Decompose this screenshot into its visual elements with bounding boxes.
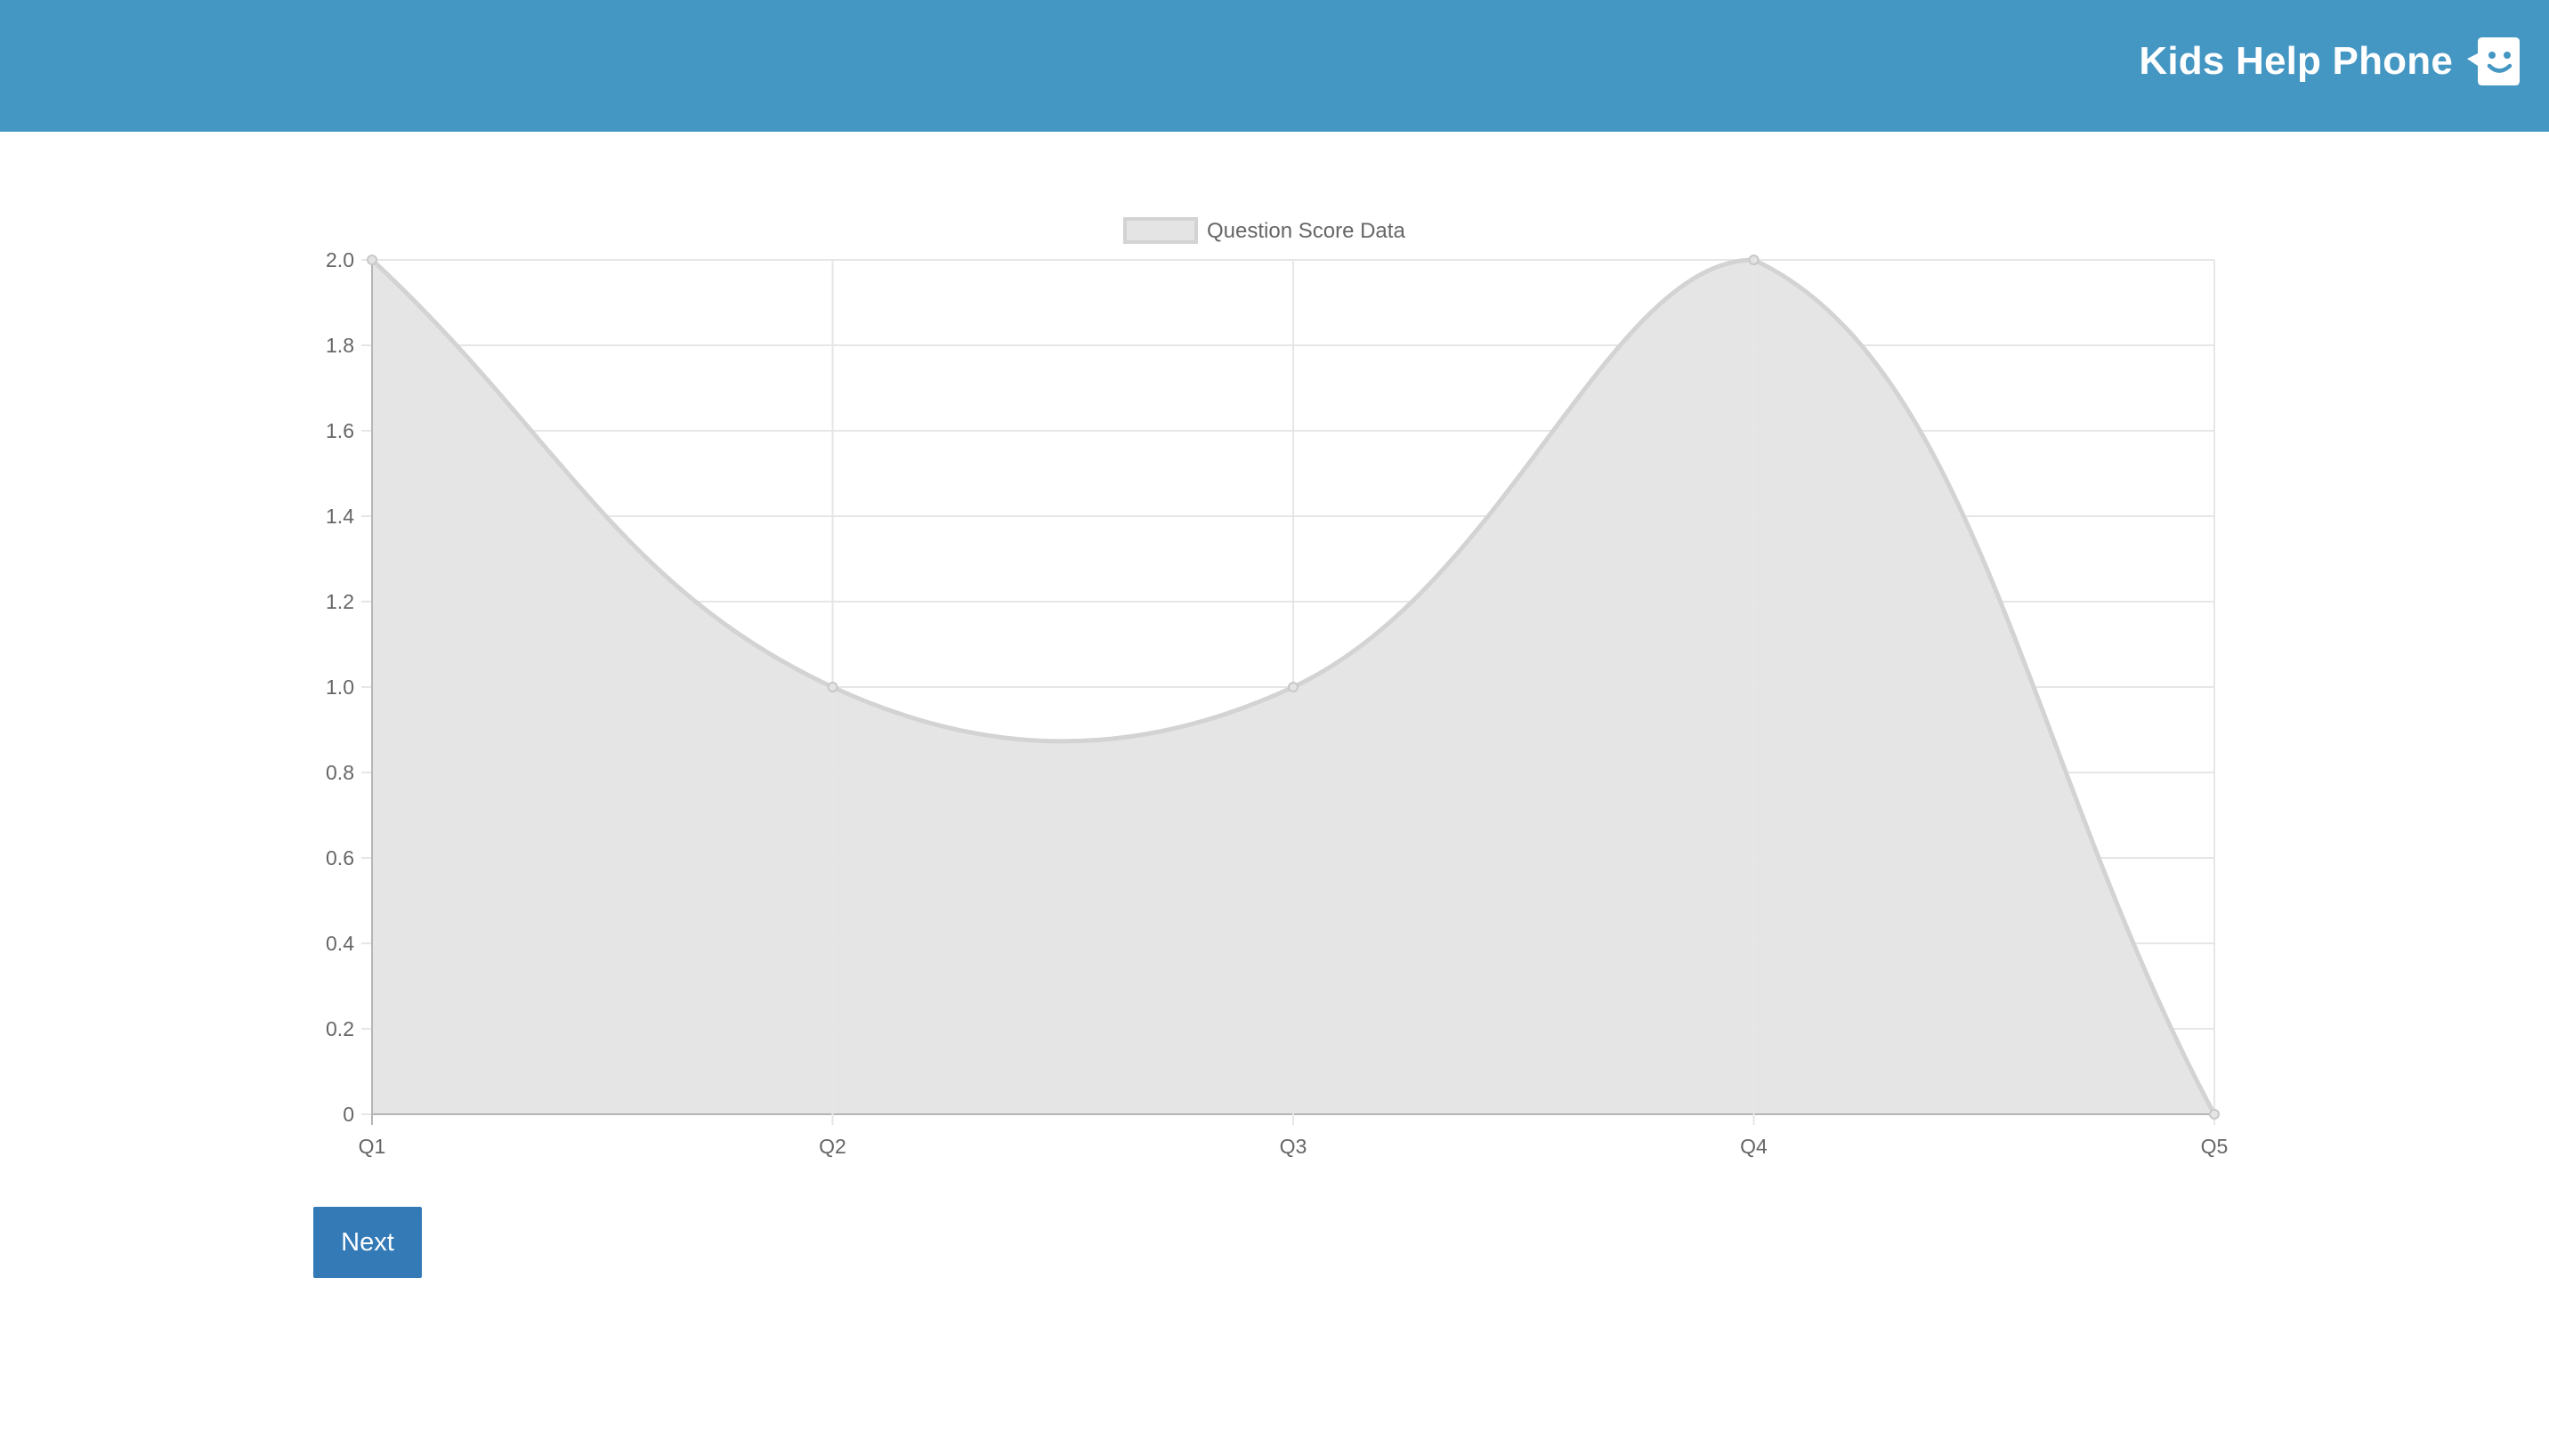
legend-swatch	[1123, 217, 1198, 244]
x-tick-label: Q1	[359, 1135, 386, 1158]
brand-name: Kids Help Phone	[2139, 39, 2453, 83]
y-tick-label: 1.0	[326, 675, 354, 699]
next-button[interactable]: Next	[313, 1207, 422, 1278]
x-tick-label: Q5	[2201, 1135, 2229, 1158]
smiley-chat-bubble-icon	[2467, 37, 2520, 85]
y-tick-label: 0.8	[326, 761, 354, 784]
y-tick-label: 1.4	[326, 505, 354, 528]
y-tick-label: 0.6	[326, 846, 354, 870]
data-point	[1748, 255, 1760, 265]
y-tick-label: 0.4	[326, 932, 354, 955]
y-tick-label: 0	[343, 1103, 354, 1126]
y-tick-label: 1.6	[326, 419, 354, 442]
brand[interactable]: Kids Help Phone	[2139, 32, 2521, 91]
app-header: Kids Help Phone	[0, 0, 2549, 132]
y-tick-label: 0.2	[326, 1017, 354, 1040]
legend-label: Question Score Data	[1207, 219, 1405, 243]
y-tick-label: 2.0	[326, 248, 354, 271]
x-tick-label: Q4	[1740, 1135, 1768, 1158]
data-point	[367, 255, 377, 265]
data-point	[827, 682, 838, 692]
x-tick-label: Q3	[1280, 1135, 1307, 1158]
series-line	[370, 257, 2217, 1116]
data-point	[1288, 682, 1299, 692]
y-tick-label: 1.2	[326, 590, 354, 613]
data-point	[2209, 1109, 2220, 1120]
chart-canvas: 0 0.2 0.4 0.6 0.8 1.0 1.2 1.4 1.6 1.8 2.0 Q1 Q2 Q3 Q4 Q…	[326, 217, 2229, 1158]
x-tick-label: Q2	[819, 1135, 846, 1158]
score-chart: 0 0.2 0.4 0.6 0.8 1.0 1.2 1.4 1.6 1.8 2.0 Q1 Q2 Q3 Q4 Q…	[0, 132, 2549, 1200]
y-tick-label: 1.8	[326, 334, 354, 357]
